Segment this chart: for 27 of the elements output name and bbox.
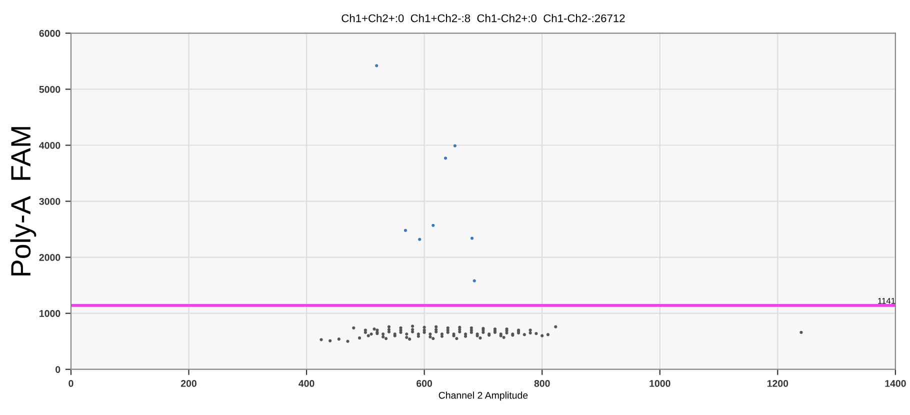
x-tick-label: 1000 xyxy=(650,380,670,387)
point xyxy=(472,279,476,282)
y-tick-label: 2000 xyxy=(39,254,60,261)
x-tick-label: 1400 xyxy=(885,380,906,387)
point xyxy=(444,156,448,160)
x-tick-label: 800 xyxy=(534,380,550,387)
point xyxy=(432,224,435,227)
y-tick-label: 4000 xyxy=(39,142,60,149)
x-tick-label: 1200 xyxy=(767,380,788,387)
y-tick-label: 5000 xyxy=(39,86,60,93)
x-axis-title: Channel 2 Amplitude xyxy=(438,392,528,401)
point xyxy=(470,236,474,240)
point xyxy=(418,238,422,241)
y-axis-title: Poly-A FAM xyxy=(10,127,36,276)
chart-title: Ch1+Ch2+:0 Ch1+Ch2-:8 Ch1-Ch2+:0 Ch1-Ch2-:26712 xyxy=(342,14,625,22)
point xyxy=(453,144,456,148)
y-tick-label: 6000 xyxy=(39,30,60,37)
point xyxy=(404,228,408,232)
point xyxy=(375,64,378,68)
x-tick-label: 0 xyxy=(68,380,74,387)
x-tick-label: 600 xyxy=(416,380,432,387)
y-tick-label: 0 xyxy=(56,366,60,373)
x-tick-label: 200 xyxy=(180,380,196,387)
y-tick-label: 3000 xyxy=(39,198,60,205)
x-tick-label: 400 xyxy=(298,380,314,387)
y-tick-label: 1000 xyxy=(40,310,60,317)
ref-line-label: 1141 xyxy=(878,298,896,304)
